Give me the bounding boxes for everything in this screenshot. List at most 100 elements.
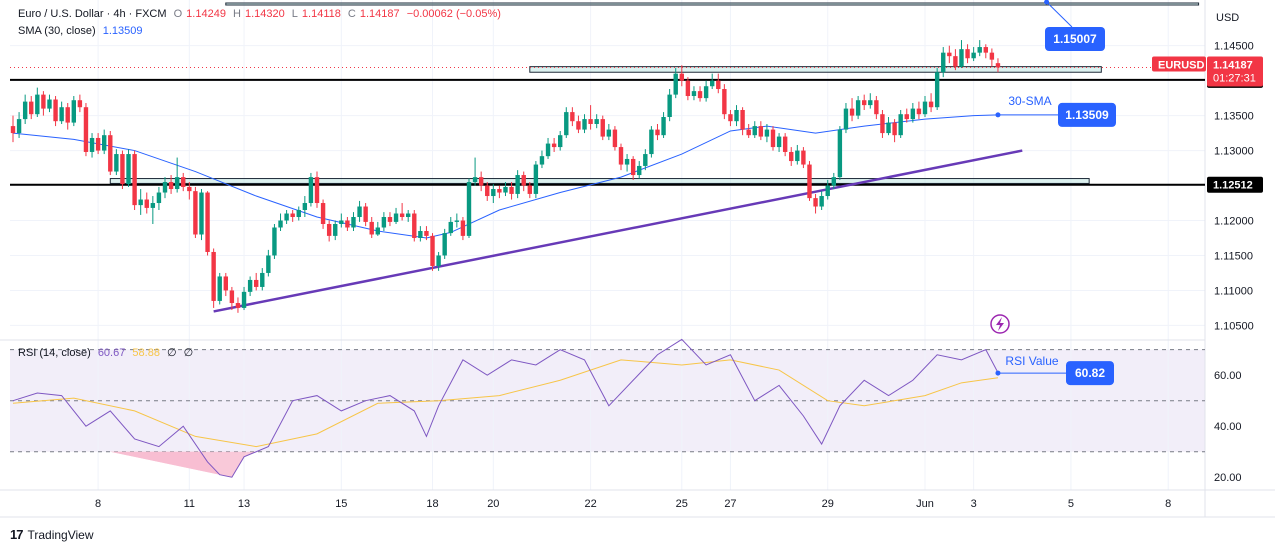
candle[interactable]	[120, 150, 125, 190]
candle[interactable]	[904, 108, 909, 123]
candle[interactable]	[855, 96, 861, 120]
candle[interactable]	[910, 103, 916, 123]
candle[interactable]	[971, 47, 976, 62]
candle[interactable]	[59, 101, 64, 124]
candle[interactable]	[941, 47, 946, 78]
candle[interactable]	[460, 217, 466, 241]
candle[interactable]	[229, 286, 235, 311]
candle[interactable]	[886, 116, 891, 136]
candle[interactable]	[466, 178, 472, 238]
symbol-tag[interactable]	[1152, 56, 1206, 72]
candle[interactable]	[576, 115, 581, 134]
candle[interactable]	[16, 112, 22, 138]
candle[interactable]	[29, 96, 34, 120]
candle[interactable]	[843, 103, 849, 134]
candle[interactable]	[284, 210, 289, 225]
candle[interactable]	[868, 93, 873, 109]
candle[interactable]	[509, 182, 514, 200]
candle[interactable]	[326, 220, 332, 242]
candle[interactable]	[47, 94, 52, 113]
candle[interactable]	[430, 233, 435, 271]
candle[interactable]	[308, 172, 314, 207]
candle[interactable]	[278, 213, 283, 231]
candle[interactable]	[667, 89, 672, 122]
candle[interactable]	[393, 207, 399, 225]
candle[interactable]	[314, 171, 320, 208]
candle[interactable]	[369, 217, 374, 238]
candle[interactable]	[144, 192, 149, 214]
support-resistance-zone[interactable]	[225, 2, 1200, 6]
candle[interactable]	[472, 157, 478, 186]
candle[interactable]	[898, 110, 903, 138]
candle[interactable]	[819, 191, 824, 211]
candle[interactable]	[685, 77, 691, 101]
candle[interactable]	[691, 86, 697, 101]
symbol-title[interactable]: Euro / U.S. Dollar · 4h · FXCM	[18, 8, 167, 20]
candle[interactable]	[174, 157, 180, 193]
candle[interactable]	[199, 189, 204, 241]
candle[interactable]	[114, 149, 119, 176]
candle[interactable]	[418, 226, 423, 242]
candle[interactable]	[545, 137, 551, 159]
candle[interactable]	[612, 126, 618, 151]
candle[interactable]	[722, 84, 727, 120]
candle[interactable]	[132, 150, 137, 211]
candle[interactable]	[235, 297, 241, 313]
candle[interactable]	[801, 147, 806, 169]
candle[interactable]	[983, 44, 988, 59]
candle[interactable]	[181, 172, 186, 192]
callout-top-box[interactable]	[1045, 27, 1105, 51]
candle[interactable]	[448, 217, 453, 236]
candle[interactable]	[381, 212, 387, 231]
candle[interactable]	[65, 103, 70, 130]
candle[interactable]	[241, 286, 247, 311]
candle[interactable]	[442, 228, 447, 259]
tradingview-logo[interactable]: 17 TradingView	[10, 527, 94, 542]
candle[interactable]	[375, 221, 380, 236]
candle[interactable]	[758, 121, 764, 141]
candle[interactable]	[564, 107, 569, 138]
support-resistance-zone[interactable]	[529, 66, 1102, 73]
candle[interactable]	[764, 123, 770, 143]
candle[interactable]	[782, 133, 788, 157]
candle[interactable]	[892, 119, 897, 143]
candle[interactable]	[150, 196, 156, 225]
candle[interactable]	[928, 93, 934, 113]
candle[interactable]	[89, 133, 95, 158]
candle[interactable]	[916, 101, 922, 120]
candle[interactable]	[71, 96, 76, 127]
candle[interactable]	[138, 189, 143, 215]
candle[interactable]	[345, 217, 350, 231]
candle[interactable]	[825, 179, 830, 200]
candle[interactable]	[533, 161, 539, 199]
candle[interactable]	[436, 251, 441, 271]
candle[interactable]	[22, 94, 28, 124]
candle[interactable]	[679, 65, 684, 87]
candle[interactable]	[168, 175, 174, 194]
candle[interactable]	[880, 110, 885, 138]
candle[interactable]	[223, 272, 228, 297]
candle[interactable]	[272, 224, 277, 259]
candle[interactable]	[752, 121, 757, 138]
candle[interactable]	[156, 186, 162, 211]
candle[interactable]	[655, 123, 660, 141]
candle[interactable]	[649, 126, 654, 158]
candle[interactable]	[849, 98, 855, 122]
candle[interactable]	[697, 86, 703, 102]
candle[interactable]	[485, 182, 490, 201]
currency-label[interactable]: USD	[1216, 12, 1239, 24]
candle[interactable]	[387, 212, 393, 227]
candle[interactable]	[351, 212, 356, 231]
sma-legend[interactable]: SMA (30, close) 1.13509	[18, 25, 146, 37]
candle[interactable]	[497, 185, 502, 199]
candle[interactable]	[539, 150, 545, 169]
candle[interactable]	[527, 182, 532, 199]
candle[interactable]	[989, 48, 995, 67]
candle[interactable]	[588, 105, 593, 130]
candle[interactable]	[41, 91, 46, 116]
candle[interactable]	[551, 137, 557, 152]
candle[interactable]	[947, 45, 952, 64]
candle[interactable]	[35, 87, 40, 117]
candle[interactable]	[746, 123, 751, 138]
candle[interactable]	[320, 199, 326, 229]
